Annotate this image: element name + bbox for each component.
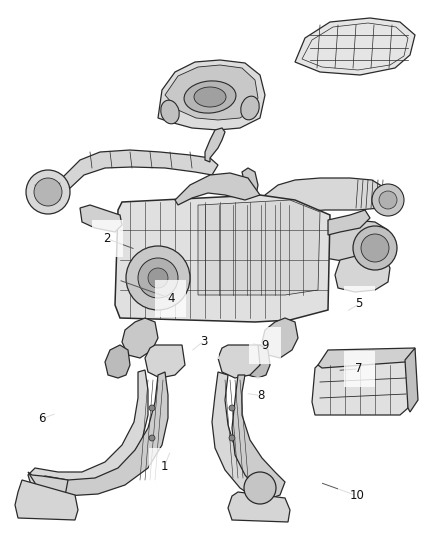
Circle shape <box>229 435 235 441</box>
Polygon shape <box>198 200 320 295</box>
Polygon shape <box>328 210 370 235</box>
Text: 9: 9 <box>261 339 269 352</box>
Circle shape <box>353 226 397 270</box>
Text: 4: 4 <box>167 292 175 305</box>
Circle shape <box>34 178 62 206</box>
Text: 8: 8 <box>257 389 264 402</box>
Polygon shape <box>28 370 148 490</box>
Polygon shape <box>228 492 290 522</box>
Text: 7: 7 <box>355 362 363 375</box>
Polygon shape <box>318 348 415 368</box>
Polygon shape <box>15 480 78 520</box>
Polygon shape <box>28 472 68 496</box>
Circle shape <box>138 258 178 298</box>
Polygon shape <box>158 60 265 130</box>
Text: 1: 1 <box>160 460 168 473</box>
Circle shape <box>379 191 397 209</box>
Polygon shape <box>212 372 270 498</box>
Ellipse shape <box>161 100 179 124</box>
Text: 2: 2 <box>103 232 111 245</box>
Text: 3: 3 <box>200 335 207 348</box>
Circle shape <box>372 184 404 216</box>
Ellipse shape <box>194 87 226 107</box>
Circle shape <box>26 170 70 214</box>
Polygon shape <box>38 372 168 496</box>
Text: 5: 5 <box>356 297 363 310</box>
Polygon shape <box>52 150 218 205</box>
Ellipse shape <box>184 81 236 113</box>
Polygon shape <box>312 220 392 263</box>
Polygon shape <box>165 65 258 120</box>
Polygon shape <box>245 345 270 378</box>
Polygon shape <box>145 345 185 378</box>
Text: 6: 6 <box>38 413 46 425</box>
Circle shape <box>229 405 235 411</box>
Polygon shape <box>218 345 260 378</box>
Polygon shape <box>335 255 390 292</box>
Polygon shape <box>175 173 260 205</box>
Polygon shape <box>262 318 298 358</box>
Polygon shape <box>242 168 258 210</box>
Circle shape <box>149 435 155 441</box>
Polygon shape <box>312 360 410 415</box>
Ellipse shape <box>241 96 259 120</box>
Circle shape <box>149 405 155 411</box>
Circle shape <box>126 246 190 310</box>
Circle shape <box>361 234 389 262</box>
Text: 10: 10 <box>350 489 364 502</box>
Polygon shape <box>115 195 330 322</box>
Polygon shape <box>295 18 415 75</box>
Polygon shape <box>205 128 225 162</box>
Circle shape <box>148 268 168 288</box>
Polygon shape <box>80 205 122 232</box>
Circle shape <box>244 472 276 504</box>
Polygon shape <box>105 345 130 378</box>
Polygon shape <box>122 318 158 358</box>
Polygon shape <box>405 348 418 412</box>
Polygon shape <box>258 178 388 218</box>
Polygon shape <box>232 375 285 498</box>
